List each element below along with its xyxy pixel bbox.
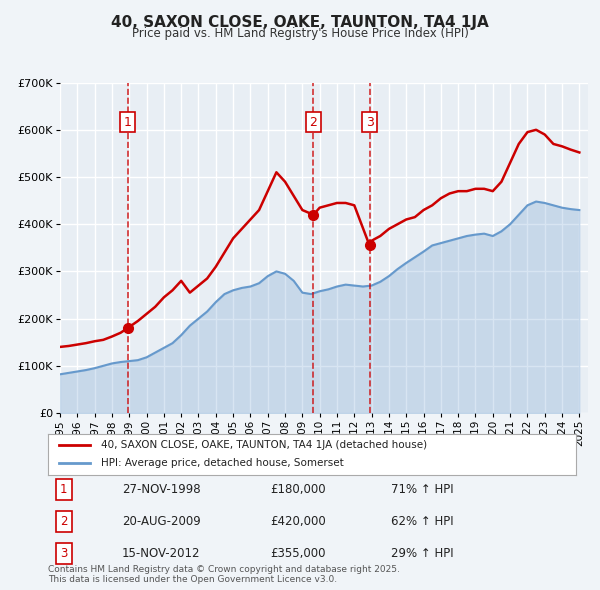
Text: 3: 3 [60,548,68,560]
Text: 2: 2 [310,116,317,129]
Text: 3: 3 [365,116,373,129]
Text: £180,000: £180,000 [270,483,325,496]
Text: Price paid vs. HM Land Registry's House Price Index (HPI): Price paid vs. HM Land Registry's House … [131,27,469,40]
Text: 62% ↑ HPI: 62% ↑ HPI [391,515,454,528]
Text: 40, SAXON CLOSE, OAKE, TAUNTON, TA4 1JA: 40, SAXON CLOSE, OAKE, TAUNTON, TA4 1JA [111,15,489,30]
Text: 2: 2 [60,515,68,528]
Text: 1: 1 [60,483,68,496]
Text: 29% ↑ HPI: 29% ↑ HPI [391,548,454,560]
Text: 20-AUG-2009: 20-AUG-2009 [122,515,200,528]
Text: 15-NOV-2012: 15-NOV-2012 [122,548,200,560]
Text: 40, SAXON CLOSE, OAKE, TAUNTON, TA4 1JA (detached house): 40, SAXON CLOSE, OAKE, TAUNTON, TA4 1JA … [101,440,427,450]
Text: Contains HM Land Registry data © Crown copyright and database right 2025.
This d: Contains HM Land Registry data © Crown c… [48,565,400,584]
Text: 71% ↑ HPI: 71% ↑ HPI [391,483,454,496]
Text: £420,000: £420,000 [270,515,326,528]
Text: HPI: Average price, detached house, Somerset: HPI: Average price, detached house, Some… [101,458,344,468]
Text: 27-NOV-1998: 27-NOV-1998 [122,483,200,496]
Text: £355,000: £355,000 [270,548,325,560]
Text: 1: 1 [124,116,131,129]
